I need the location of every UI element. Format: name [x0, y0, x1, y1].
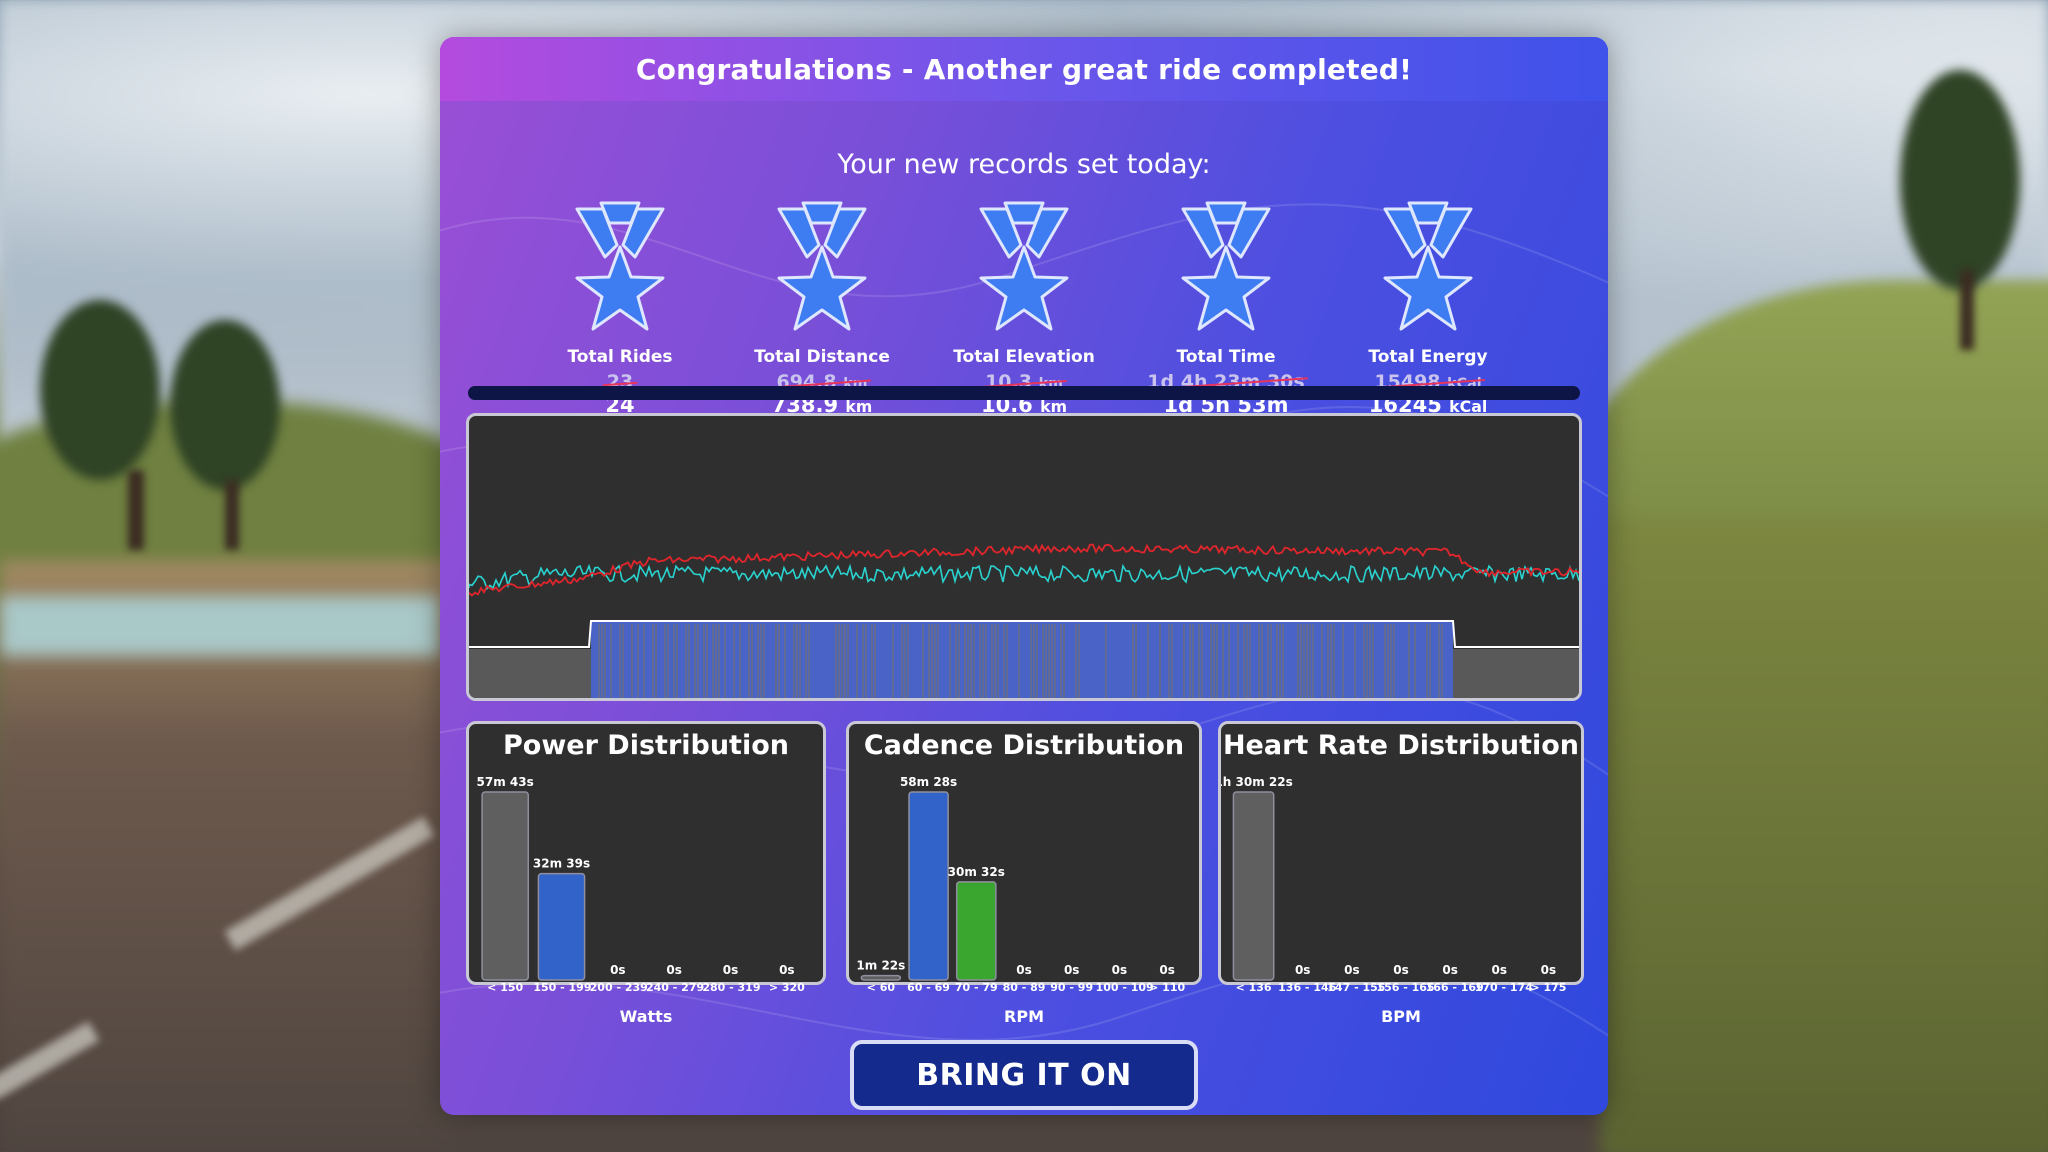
- heart-rate-distribution-title: Heart Rate Distribution: [1222, 730, 1580, 761]
- distribution-bar-label: 0s: [1393, 963, 1409, 977]
- distribution-bar-label: 1m 22s: [856, 959, 905, 973]
- cadence-x-axis: < 60 60 - 69 70 - 79 80 - 89 90 - 99 100 - 10…: [846, 981, 1202, 999]
- distribution-bar-label: 0s: [1159, 963, 1175, 977]
- axis-tick-label: 136 - 146: [1278, 981, 1337, 994]
- distribution-bar-label: 0s: [610, 963, 626, 977]
- ride-effort-stripes: [598, 624, 1443, 698]
- distribution-bar: [1232, 791, 1275, 981]
- background-tree-trunk: [225, 480, 239, 550]
- record-label: Total Elevation: [953, 347, 1095, 367]
- distribution-bar-label: 1h 30m 22s: [1221, 775, 1293, 789]
- medal-star-icon: [979, 201, 1069, 331]
- records-subtitle: Your new records set today:: [837, 149, 1211, 180]
- power-distribution-chart: 57m 43s 32m 39s 0s 0s 0s 0s: [477, 775, 795, 981]
- ride-power-line: [469, 543, 1579, 597]
- cadence-distribution-chart: 1m 22s 58m 28s 30m 32s 0s 0s 0s 0s: [856, 775, 1175, 981]
- background-water: [0, 596, 440, 656]
- ride-effort-line: [469, 620, 1579, 648]
- power-axis-unit: Watts: [619, 1007, 673, 1026]
- background-tree: [40, 300, 160, 480]
- power-distribution-panel: Power Distribution 57m 43s 32m 39s 0s 0s 0s 0…: [466, 721, 826, 985]
- distribution-bar-label: 0s: [1541, 963, 1557, 977]
- dialog-title: Congratulations - Another great ride com…: [635, 52, 1413, 86]
- distribution-bar-label: 0s: [1016, 963, 1032, 977]
- background-tree-trunk: [1960, 270, 1974, 350]
- axis-tick-label: 80 - 89: [1002, 981, 1046, 994]
- distribution-bar-label: 0s: [1112, 963, 1128, 977]
- record-label: Total Energy: [1368, 347, 1488, 367]
- distribution-bar-label: 58m 28s: [900, 775, 957, 789]
- distribution-bar-label: 30m 32s: [948, 865, 1005, 879]
- heart-rate-distribution-panel: Heart Rate Distribution 1h 30m 22s 0s 0s 0s…: [1218, 721, 1584, 985]
- ride-cadence-line: [469, 563, 1579, 591]
- cadence-distribution-title: Cadence Distribution: [863, 730, 1185, 761]
- ride-summary-dialog: Congratulations - Another great ride com…: [440, 37, 1608, 1115]
- cadence-axis-unit: RPM: [1004, 1007, 1044, 1026]
- record-label: Total Rides: [567, 347, 673, 367]
- distribution-bar: [955, 881, 997, 981]
- record-label: Total Distance: [754, 347, 890, 367]
- axis-tick-label: 100 - 109: [1095, 981, 1154, 994]
- axis-tick-label: 170 - 174: [1474, 981, 1533, 994]
- record-total-energy: Total Energy 15498 kCal 16245 kCal: [1348, 197, 1508, 417]
- ride-graph: [466, 413, 1582, 701]
- dialog-header: Congratulations - Another great ride com…: [440, 37, 1608, 101]
- axis-tick-label: 70 - 79: [954, 981, 998, 994]
- records-row: Total Rides 23 24 Total Distance 694.8 km 7…: [540, 197, 1552, 441]
- distribution-bar-label: 32m 39s: [533, 857, 590, 871]
- heart-rate-axis-unit: BPM: [1381, 1007, 1421, 1026]
- power-distribution-title: Power Distribution: [502, 730, 789, 761]
- axis-tick-label: 147 - 155: [1327, 981, 1386, 994]
- distribution-bar-label: 0s: [779, 963, 795, 977]
- background-tree-trunk: [128, 470, 144, 550]
- axis-tick-label: 156 - 165: [1376, 981, 1435, 994]
- axis-tick-label: 60 - 69: [907, 981, 950, 994]
- distribution-bar-label: 0s: [1492, 963, 1508, 977]
- medal-star-icon: [1181, 201, 1271, 331]
- background-tree: [1900, 70, 2020, 290]
- axis-tick-label: < 60: [866, 981, 896, 994]
- distribution-bar: [908, 791, 949, 981]
- distribution-bar: [860, 974, 902, 981]
- distribution-bar-label: 0s: [1344, 963, 1360, 977]
- distribution-bar: [537, 872, 586, 981]
- axis-tick-label: < 150: [487, 981, 524, 994]
- axis-tick-label: 240 - 279: [646, 981, 705, 994]
- distribution-bar-label: 0s: [1295, 963, 1311, 977]
- axis-tick-label: 166 - 169: [1425, 981, 1484, 994]
- power-x-axis: < 150 150 - 199 200 - 239 240 - 279 280 - 31…: [466, 981, 826, 999]
- axis-tick-label: > 175: [1530, 981, 1567, 994]
- axis-tick-label: > 320: [768, 981, 805, 994]
- ride-graph-plot: [469, 543, 1579, 698]
- cadence-distribution-panel: Cadence Distribution 1m 22s 58m 28s 30m 32…: [846, 721, 1202, 985]
- axis-tick-label: 150 - 199: [533, 981, 592, 994]
- ride-effort-block: [591, 622, 1453, 698]
- distribution-bar: [481, 791, 530, 981]
- medal-star-icon: [777, 201, 867, 331]
- distribution-bar-label: 0s: [1442, 963, 1458, 977]
- medal-star-icon: [575, 201, 665, 331]
- axis-tick-label: 280 - 319: [702, 981, 761, 994]
- record-label: Total Time: [1176, 347, 1276, 367]
- distribution-bar-label: 0s: [1064, 963, 1080, 977]
- axis-tick-label: < 136: [1235, 981, 1272, 994]
- axis-tick-label: 200 - 239: [589, 981, 648, 994]
- heart-rate-x-axis: < 136 136 - 146 147 - 155 156 - 165 166 - 16…: [1218, 981, 1584, 999]
- record-total-elevation: Total Elevation 10.3 km 10.6 km: [944, 197, 1104, 417]
- distribution-bar-label: 57m 43s: [477, 775, 534, 789]
- distribution-bar-label: 0s: [666, 963, 682, 977]
- bring-it-on-button[interactable]: BRING IT ON: [850, 1040, 1198, 1110]
- axis-tick-label: > 110: [1149, 981, 1186, 994]
- ride-progress-bar: [468, 386, 1580, 400]
- axis-tick-label: 90 - 99: [1050, 981, 1094, 994]
- distribution-bar-label: 0s: [723, 963, 739, 977]
- record-total-rides: Total Rides 23 24: [540, 197, 700, 417]
- background-grass: [1600, 520, 2048, 1152]
- heart-rate-distribution-chart: 1h 30m 22s 0s 0s 0s 0s 0s 0s: [1221, 775, 1557, 981]
- medal-star-icon: [1383, 201, 1473, 331]
- record-total-distance: Total Distance 694.8 km 738.9 km: [742, 197, 902, 417]
- background-tree: [170, 320, 280, 490]
